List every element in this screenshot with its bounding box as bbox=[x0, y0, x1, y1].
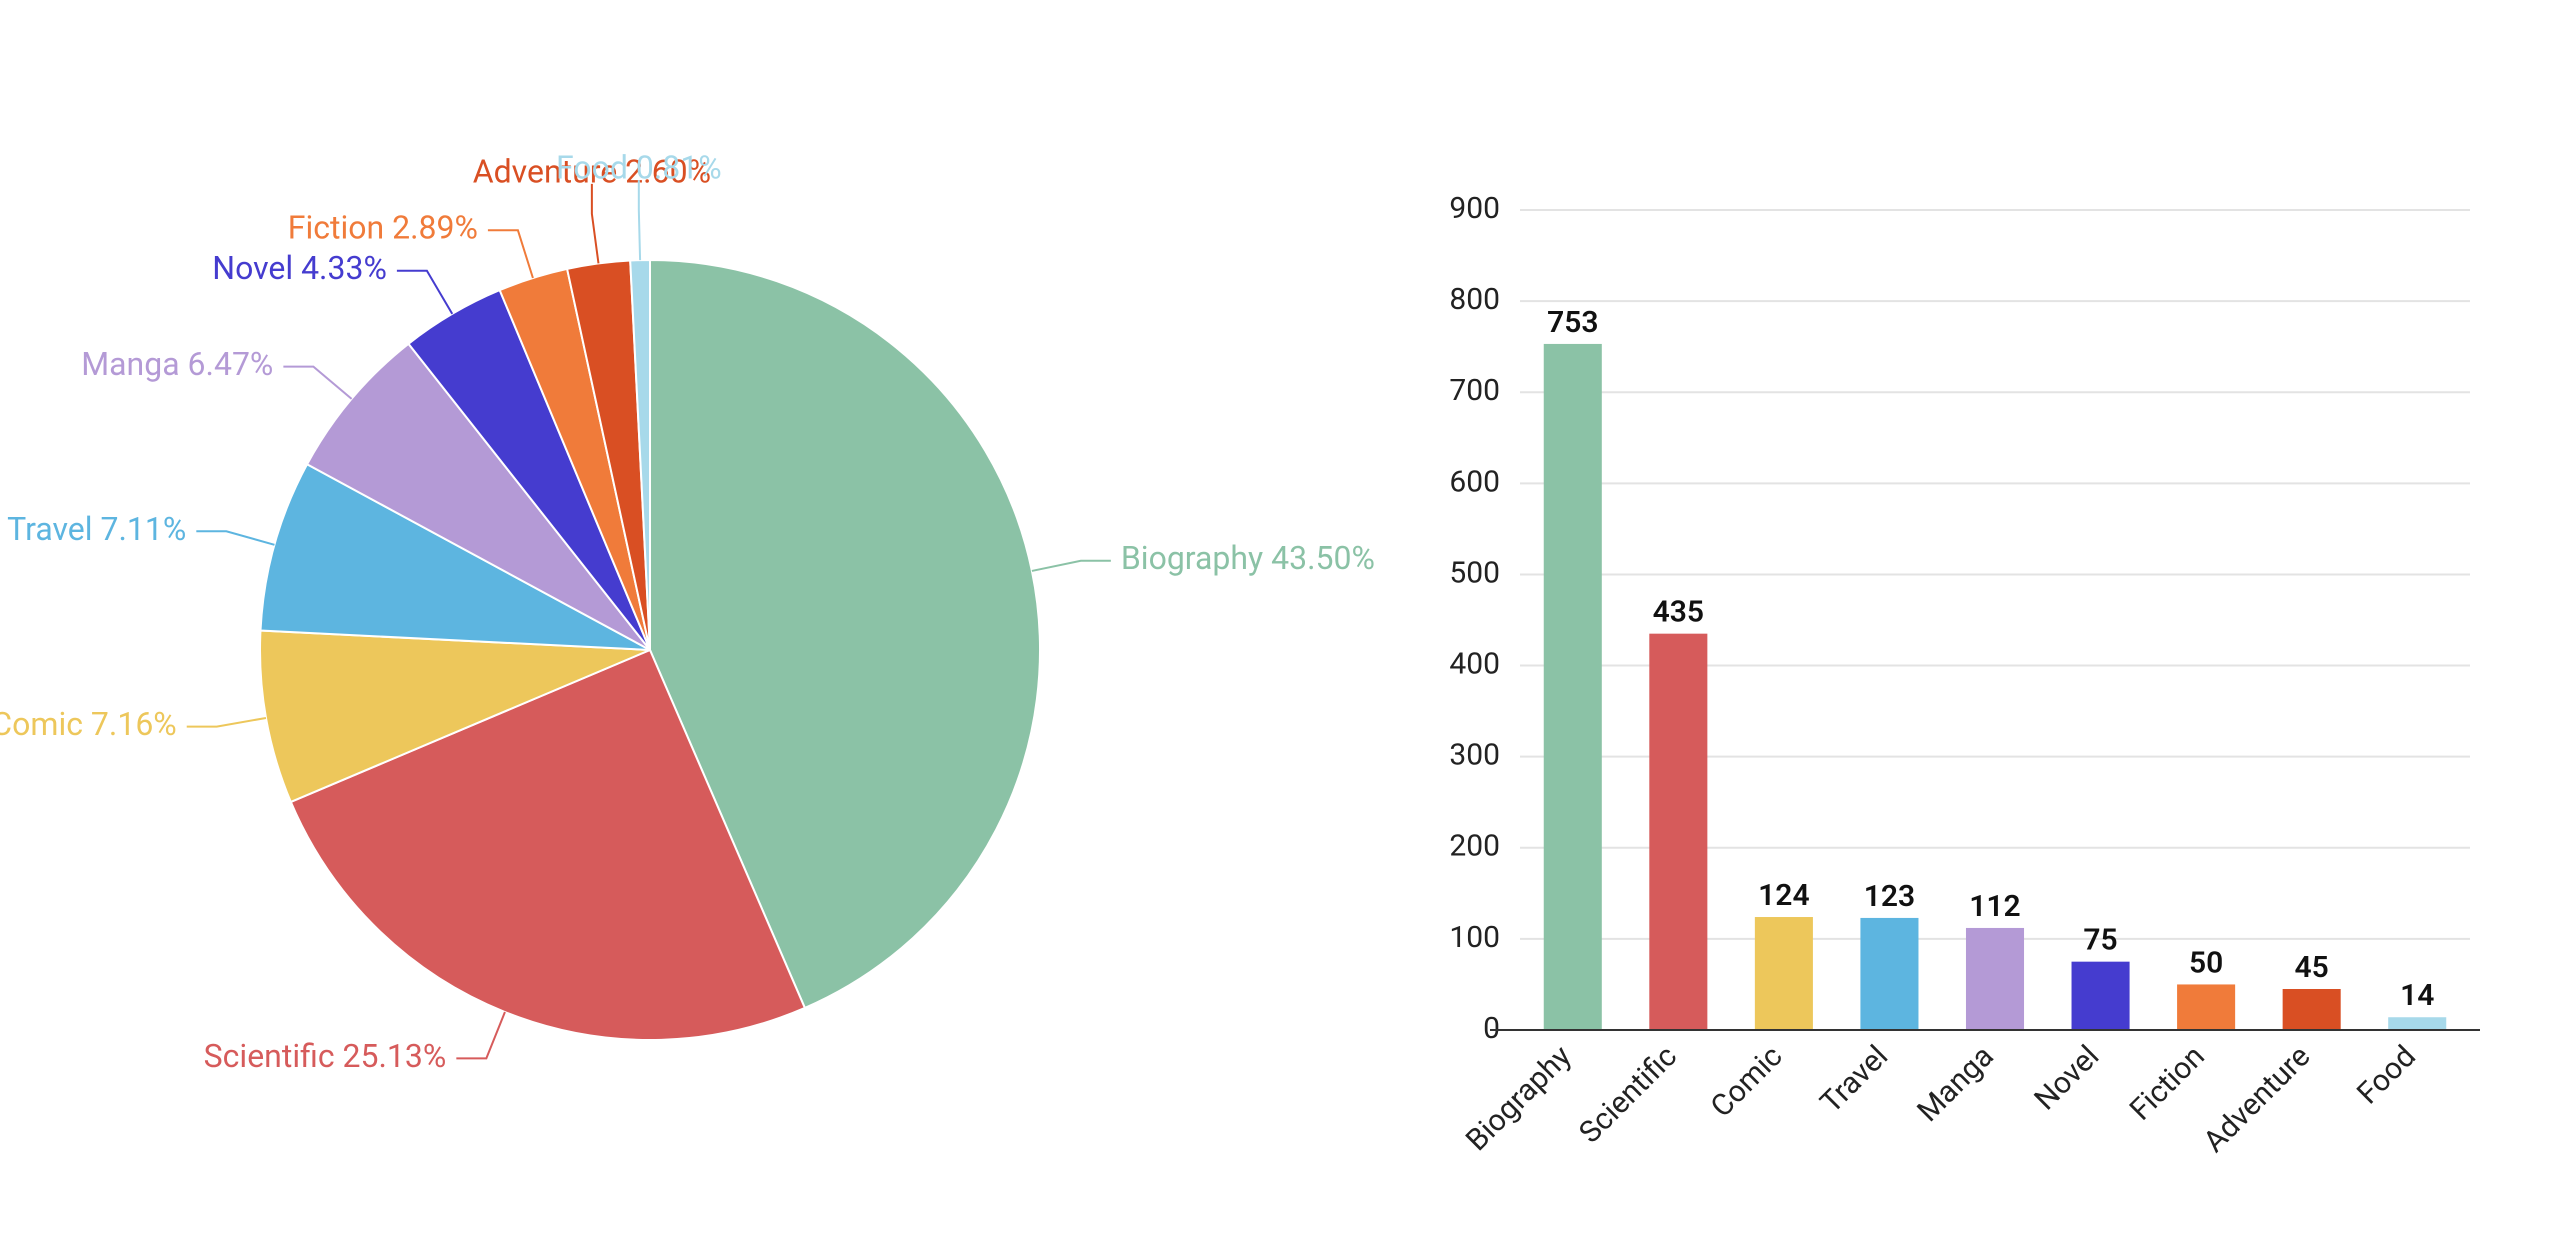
bar bbox=[2072, 962, 2130, 1030]
bar-value-label: 753 bbox=[1547, 305, 1598, 340]
bar bbox=[2177, 984, 2235, 1030]
bar bbox=[1649, 634, 1707, 1030]
pie-label: Food 0.81% bbox=[556, 149, 722, 187]
pie-label: Travel 7.11% bbox=[7, 510, 186, 548]
bar-value-label: 75 bbox=[2083, 923, 2117, 958]
pie-label: Novel 4.33% bbox=[212, 249, 387, 287]
bar-value-label: 124 bbox=[1758, 878, 1809, 913]
bar-ytick-label: 800 bbox=[1449, 282, 1500, 317]
pie-label: Biography 43.50% bbox=[1121, 539, 1375, 577]
bar-ytick-label: 500 bbox=[1449, 555, 1500, 590]
bar bbox=[1860, 918, 1918, 1030]
bar-value-label: 123 bbox=[1864, 879, 1915, 914]
bar-ytick-label: 600 bbox=[1449, 464, 1500, 499]
bar-value-label: 50 bbox=[2189, 945, 2223, 980]
bar bbox=[1966, 928, 2024, 1030]
bar-value-label: 45 bbox=[2295, 950, 2329, 985]
pie-label: Scientific 25.13% bbox=[204, 1037, 447, 1075]
pie-label: Manga 6.47% bbox=[81, 345, 273, 383]
bar-value-label: 112 bbox=[1969, 889, 2020, 924]
chart-stage: Biography 43.50% Scientific 25.13% Comic 7… bbox=[0, 0, 2572, 1238]
bar-value-label: 14 bbox=[2400, 978, 2434, 1013]
bar-ytick-label: 100 bbox=[1449, 920, 1500, 955]
bar bbox=[2388, 1017, 2446, 1030]
bar-ytick-label: 900 bbox=[1449, 191, 1500, 226]
bar bbox=[1544, 344, 1602, 1030]
bar-value-label: 435 bbox=[1653, 595, 1704, 630]
bar bbox=[1755, 917, 1813, 1030]
bar-ytick-label: 200 bbox=[1449, 829, 1500, 864]
pie-label: Fiction 2.89% bbox=[288, 209, 478, 247]
bar-ytick-label: 0 bbox=[1483, 1011, 1500, 1046]
bar bbox=[2283, 989, 2341, 1030]
pie-label: Comic 7.16% bbox=[0, 705, 177, 743]
bar-ytick-label: 300 bbox=[1449, 738, 1500, 773]
bar-ytick-label: 400 bbox=[1449, 646, 1500, 681]
bar-ytick-label: 700 bbox=[1449, 373, 1500, 408]
